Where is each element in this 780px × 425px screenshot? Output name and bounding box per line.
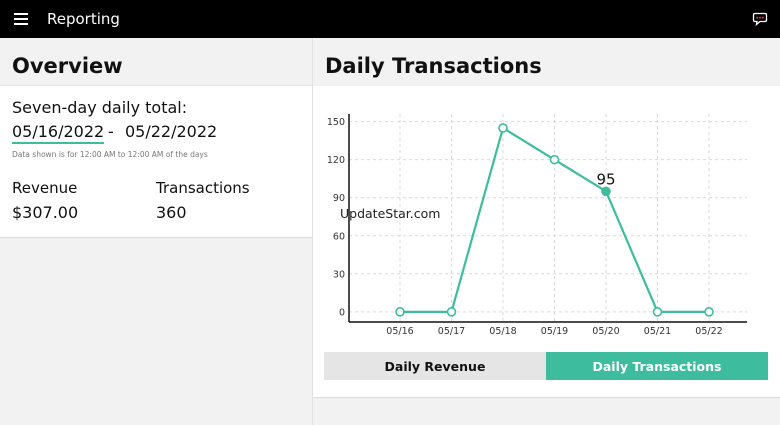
daily-header	[313, 38, 780, 86]
tab-daily-revenue[interactable]: Daily Revenue	[324, 352, 546, 380]
data-point	[652, 307, 663, 317]
y-tick-label: 0	[339, 307, 345, 318]
y-tick-label: 90	[333, 193, 345, 204]
seven-day-label: Seven-day daily total:	[12, 98, 188, 117]
chart-card	[313, 86, 780, 398]
y-tick-label: 30	[333, 269, 345, 280]
data-point	[498, 123, 508, 133]
overview-header	[0, 38, 312, 86]
data-point	[549, 154, 560, 165]
transactions-line-chart: 0 30 60 90 120 150 05/16 05/17 05/18 05/19 05/20 05…	[327, 114, 747, 337]
x-tick-label: 05/16	[386, 326, 413, 337]
start-date[interactable]: 05/16/2022	[12, 122, 105, 144]
date-separator: -	[108, 122, 114, 141]
x-tick-label: 05/17	[438, 326, 465, 337]
revenue-value: $307.00	[12, 203, 79, 222]
x-tick-label: 05/21	[644, 326, 671, 337]
transactions-label: Transactions	[156, 179, 250, 197]
y-tick-label: 120	[327, 155, 345, 166]
tab-daily-transactions[interactable]: Daily Transactions	[546, 352, 768, 380]
y-tick-label: 150	[327, 117, 345, 128]
speech-bubble-icon[interactable]	[752, 11, 768, 27]
x-tick-label: 05/20	[592, 326, 619, 337]
top-app-bar: Reporting	[0, 0, 780, 38]
data-range-note: Data shown is for 12:00 AM to 12:00 AM o…	[12, 150, 208, 159]
app-title: Reporting	[47, 10, 120, 28]
panel-divider	[312, 38, 313, 425]
data-point	[446, 307, 457, 317]
transactions-value: 360	[156, 203, 187, 222]
hamburger-menu-icon[interactable]	[14, 13, 28, 25]
revenue-label: Revenue	[12, 179, 78, 197]
data-point	[704, 307, 714, 317]
watermark-text: UpdateStar.com	[340, 206, 440, 221]
x-tick-label: 05/19	[541, 326, 568, 337]
highlight-value-label: 95	[596, 170, 615, 188]
y-tick-label: 60	[333, 231, 345, 242]
daily-transactions-title: Daily Transactions	[325, 54, 542, 78]
end-date[interactable]: 05/22/2022	[125, 122, 218, 141]
data-point	[601, 186, 611, 197]
summary-card	[0, 86, 312, 238]
x-tick-label: 05/18	[489, 326, 516, 337]
x-tick-label: 05/22	[695, 326, 722, 337]
overview-title: Overview	[12, 54, 123, 78]
data-point	[395, 307, 405, 317]
